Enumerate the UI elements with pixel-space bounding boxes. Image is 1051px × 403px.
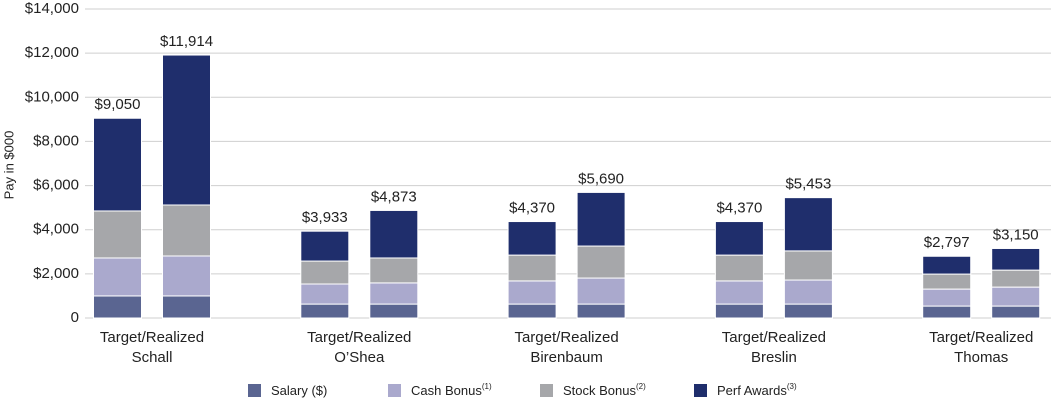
bar-segment [93,210,142,259]
y-tick-label: $4,000 [33,221,79,238]
bar-segment [991,269,1041,288]
y-tick-label: $6,000 [33,177,79,194]
legend-name: Cash Bonus [411,383,482,398]
bar-segment [369,209,419,259]
bar-segment [300,260,350,285]
bar-segment [369,257,419,284]
bar-segment [576,277,626,305]
bar-segment [300,230,350,262]
bar-segment [93,257,142,297]
bar-segment [576,303,626,319]
bar-segment [714,254,764,282]
x-group-sublabel: Target/Realized [100,329,204,346]
bar-segment [507,254,557,282]
bar-segment [507,221,557,256]
y-tick-label: $10,000 [25,88,79,105]
legend-note: (3) [787,382,797,391]
y-tick-label: $14,000 [25,0,79,17]
total-label: $4,370 [509,200,555,217]
legend-label: Perf Awards(3) [717,382,797,398]
y-axis-label: Pay in $000 [1,131,16,200]
x-group-sublabel: Target/Realized [307,329,411,346]
y-tick-label: 0 [71,309,79,326]
total-label: $2,797 [924,234,970,251]
total-label: $9,050 [95,96,141,113]
bar-segment [162,295,211,319]
x-group-label: Birenbaum [530,349,603,366]
bar-segment [783,250,833,281]
bar-segment [783,279,833,305]
bar-segment [507,280,557,305]
bar-segment [576,245,626,279]
bar-segment [300,303,350,319]
x-group-label: Schall [132,349,173,366]
total-label: $11,914 [160,33,213,50]
total-label: $5,690 [578,170,624,187]
legend-label: Stock Bonus(2) [563,382,646,398]
x-group-label: Breslin [751,349,797,366]
bar-segment [714,280,764,305]
x-group-sublabel: Target/Realized [929,329,1033,346]
bar-segment [369,303,419,319]
y-tick-label: $2,000 [33,265,79,282]
legend-name: Salary ($) [271,383,327,398]
bar-segment [162,255,211,297]
legend-label: Cash Bonus(1) [411,382,492,398]
bar-segment [991,305,1041,319]
total-label: $3,150 [993,226,1039,243]
legend-name: Perf Awards [717,383,787,398]
bar-segment [714,303,764,319]
bar-segment [507,303,557,319]
legend-label: Salary ($) [271,383,327,398]
bar-segment [991,247,1041,271]
bar-segment [991,286,1041,307]
total-label: $3,933 [302,209,348,226]
y-tick-label: $12,000 [25,44,79,61]
bar-segment [922,255,972,275]
bar-segment [93,295,142,319]
bar-segment [714,221,764,256]
bar-segment [922,305,972,319]
x-group-label: Thomas [954,349,1008,366]
legend-name: Stock Bonus [563,383,636,398]
bar-segment [576,191,626,247]
bar-segment [162,204,211,257]
bar-segment [922,288,972,307]
y-tick-label: $8,000 [33,132,79,149]
bar-segment [93,117,142,212]
bar-segment [300,283,350,305]
bar-segment [783,303,833,319]
x-group-sublabel: Target/Realized [514,329,618,346]
bar-segment [922,273,972,290]
legend-swatch [540,384,553,397]
total-label: $4,370 [716,200,762,217]
total-label: $5,453 [785,176,831,193]
bar-segment [162,54,211,206]
legend-swatch [388,384,401,397]
x-group-label: O’Shea [334,349,385,366]
total-label: $4,873 [371,188,417,205]
bar-segment [369,282,419,305]
bar-segment [783,197,833,252]
legend-swatch [248,384,261,397]
x-group-sublabel: Target/Realized [722,329,826,346]
legend-note: (1) [482,382,492,391]
legend-note: (2) [636,382,646,391]
legend-swatch [694,384,707,397]
